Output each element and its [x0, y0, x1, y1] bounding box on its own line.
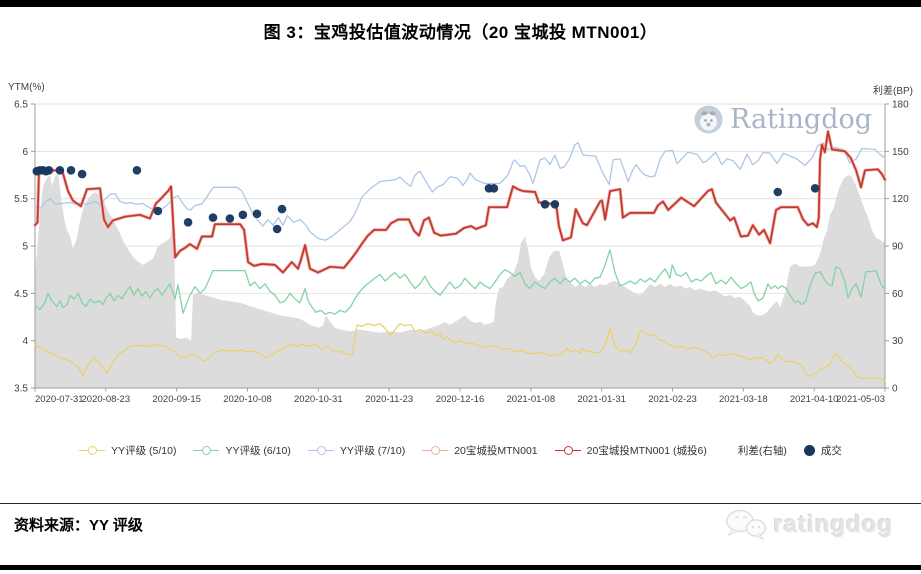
x-tick-label: 2020-09-15 — [152, 394, 201, 405]
trade-dot — [540, 200, 550, 209]
top-black-bar — [0, 0, 921, 7]
left-tick-label: 5.5 — [14, 194, 28, 205]
right-tick-label: 150 — [892, 147, 909, 158]
legend-item: 20宝城投MTN001 (城投6) — [554, 443, 707, 458]
legend-line-marker — [79, 446, 106, 456]
legend-item: YY评级 (6/10) — [193, 443, 291, 458]
chart-title: 图 3：宝鸡投估值波动情况（20 宝城投 MTN001） — [263, 23, 658, 42]
x-tick-label: 2020-11-23 — [365, 394, 413, 405]
legend-label: 20宝城投MTN001 (城投6) — [586, 445, 707, 457]
watermark: Ratingdog — [694, 104, 872, 135]
trade-dot — [183, 218, 193, 227]
right-tick-label: 30 — [892, 336, 904, 347]
legend-label: 20宝城投MTN001 — [454, 445, 538, 457]
right-axis-title: 利差(BP) — [873, 86, 913, 97]
series-line — [34, 322, 886, 382]
footer-divider — [0, 503, 921, 504]
x-tick-label: 2021-05-03 — [836, 394, 885, 405]
trade-dot — [77, 169, 87, 179]
legend-label: YY评级 (5/10) — [111, 445, 177, 457]
trade-dot — [66, 166, 76, 175]
trade-dot — [272, 224, 282, 234]
series-line — [34, 142, 886, 241]
trade-dot — [153, 206, 163, 216]
spread-area — [35, 173, 885, 388]
ratingdog-avatar-icon — [694, 105, 723, 134]
legend-item: 利差(右轴) — [738, 443, 787, 458]
chat-bubbles-icon — [726, 509, 767, 541]
x-tick-label: 2021-01-31 — [577, 394, 626, 405]
right-tick-label: 60 — [892, 289, 904, 300]
watermark-text: Ratingdog — [730, 104, 873, 135]
x-tick-label: 2020-08-23 — [82, 394, 131, 405]
footer-logo-text: ratingdog — [773, 511, 893, 538]
legend-item: 20宝城投MTN001 — [422, 443, 538, 458]
chart-legend: YY评级 (5/10) YY评级 (6/10) YY评级 (7/10) 20宝城投MT… — [0, 443, 921, 458]
bottom-black-bar — [0, 565, 921, 570]
left-axis-title: YTM(%) — [8, 82, 45, 93]
left-tick-label: 6 — [22, 147, 28, 158]
x-tick-label: 2021-03-18 — [719, 394, 768, 405]
footer-logo: ratingdog — [723, 508, 893, 542]
trade-dot — [550, 200, 560, 209]
trade-dot — [208, 213, 218, 222]
left-tick-label: 4 — [22, 336, 28, 347]
trade-dot — [810, 184, 820, 193]
x-tick-label: 2021-02-23 — [648, 394, 697, 405]
legend-line-marker — [193, 446, 220, 456]
left-tick-label: 6.5 — [14, 100, 28, 111]
right-tick-label: 120 — [892, 194, 909, 205]
legend-item: YY评级 (5/10) — [79, 443, 176, 458]
left-tick-label: 3.5 — [14, 384, 28, 395]
series-line — [34, 130, 886, 274]
legend-line-marker — [422, 446, 449, 456]
x-tick-label: 2020-10-31 — [294, 394, 343, 405]
source-label: 资料来源：YY 评级 — [14, 517, 143, 534]
left-tick-label: 5 — [22, 242, 28, 253]
legend-line-marker — [307, 446, 334, 456]
trade-dot — [489, 184, 499, 193]
legend-dot-marker — [803, 445, 815, 456]
trade-dot — [252, 209, 262, 219]
right-tick-label: 180 — [892, 100, 909, 111]
trade-dot — [132, 166, 142, 175]
trade-dot — [773, 187, 783, 197]
x-tick-label: 2020-12-16 — [436, 394, 485, 405]
x-tick-label: 2020-10-08 — [223, 394, 272, 405]
x-tick-label: 2021-04-10 — [790, 394, 839, 405]
trade-dot — [225, 214, 235, 223]
legend-label: YY评级 (6/10) — [225, 445, 291, 457]
left-tick-label: 4.5 — [14, 289, 28, 300]
x-tick-label: 2020-07-31 — [35, 394, 84, 405]
legend-label: YY评级 (7/10) — [339, 445, 406, 457]
trade-dot — [55, 166, 65, 175]
trade-dot — [277, 204, 287, 214]
legend-line-marker — [554, 446, 581, 456]
legend-item: 成交 — [803, 443, 842, 458]
x-tick-label: 2021-01-08 — [507, 394, 556, 405]
right-tick-label: 0 — [892, 384, 898, 395]
legend-label: 成交 — [820, 445, 842, 457]
trade-dot — [238, 210, 248, 220]
legend-label: 利差(右轴) — [737, 445, 787, 457]
series-line — [34, 249, 886, 315]
right-tick-label: 90 — [892, 242, 904, 253]
trade-dot — [44, 166, 54, 175]
legend-item: YY评级 (7/10) — [307, 443, 406, 458]
